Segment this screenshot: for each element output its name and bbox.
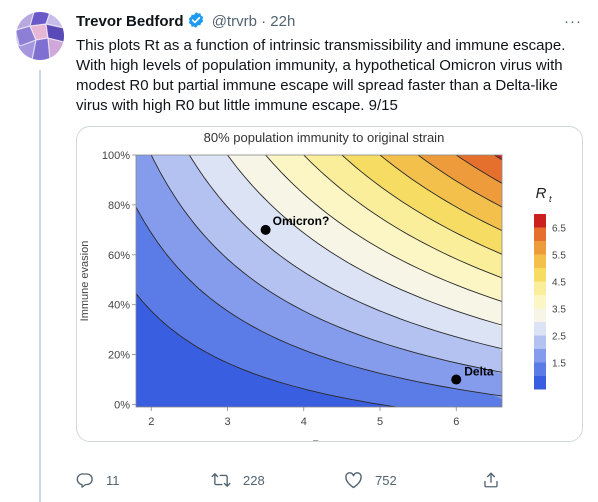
point-marker-0 xyxy=(260,224,271,235)
legend-swatch-12 xyxy=(534,376,546,390)
tweet-media-chart[interactable]: 80% population immunity to original stra… xyxy=(76,126,583,442)
contour-band-3 xyxy=(151,155,502,407)
x-tick-label-2: 4 xyxy=(301,416,307,428)
retweet-count: 228 xyxy=(243,472,265,488)
share-button[interactable] xyxy=(482,468,500,492)
tweet-timestamp[interactable]: 22h xyxy=(270,13,296,30)
tweet-text: This plots Rt as a function of intrinsic… xyxy=(76,37,566,114)
contour-line-0 xyxy=(136,292,396,407)
contour-band-4 xyxy=(189,155,502,407)
legend-title-subscript: t xyxy=(549,194,552,204)
legend-swatch-3 xyxy=(534,254,546,268)
point-label-0: Omicron? xyxy=(273,214,330,228)
contour-line-6 xyxy=(303,155,502,279)
contour-line-2 xyxy=(150,155,502,373)
point-label-1: Delta xyxy=(464,365,494,379)
legend-swatch-10 xyxy=(534,349,546,363)
legend-swatch-5 xyxy=(534,281,546,295)
x-tick-label-1: 3 xyxy=(224,416,230,428)
plot-frame xyxy=(135,154,503,408)
legend-swatch-6 xyxy=(534,295,546,309)
retweet-icon xyxy=(211,473,231,487)
contour-band-11 xyxy=(456,155,502,407)
contour-band-8 xyxy=(341,155,502,407)
chart-title: 80% population immunity to original stra… xyxy=(204,130,445,145)
contour-chart: 80% population immunity to original stra… xyxy=(79,130,566,441)
legend-swatch-0 xyxy=(534,214,546,228)
like-icon xyxy=(345,472,362,489)
contour-line-10 xyxy=(456,155,502,184)
contour-band-7 xyxy=(303,155,502,407)
avatar[interactable] xyxy=(16,12,64,60)
like-button[interactable]: 752 xyxy=(344,468,397,492)
x-tick-label-3: 5 xyxy=(377,416,383,428)
like-count: 752 xyxy=(375,472,397,488)
contour-bands xyxy=(136,155,502,407)
legend-swatch-4 xyxy=(534,268,546,282)
legend-label-1: 5.5 xyxy=(552,251,566,262)
legend-swatch-1 xyxy=(534,227,546,241)
contour-line-9 xyxy=(417,155,502,208)
contour-line-4 xyxy=(227,155,502,326)
tweet-actions: 11 228 752 xyxy=(76,468,506,492)
author-name[interactable]: Trevor Bedford xyxy=(76,13,184,30)
y-tick-label-3: 60% xyxy=(108,250,130,262)
x-tick-label-0: 2 xyxy=(148,416,154,428)
legend-title: R xyxy=(536,185,547,202)
y-tick-label-1: 20% xyxy=(108,350,130,362)
author-handle[interactable]: @trvrb xyxy=(211,13,257,30)
legend-label-2: 4.5 xyxy=(552,278,566,289)
y-axis-label: Immune evasion xyxy=(79,241,91,322)
legend-swatch-8 xyxy=(534,322,546,336)
more-options-icon[interactable]: ··· xyxy=(564,13,582,30)
legend-label-4: 2.5 xyxy=(552,332,566,343)
x-axis-label: R₀ xyxy=(312,438,326,441)
contour-band-2 xyxy=(136,155,502,407)
contour-line-7 xyxy=(341,155,502,255)
legend-label-0: 6.5 xyxy=(552,224,566,235)
avatar-image xyxy=(16,12,64,60)
x-tick-label-4: 6 xyxy=(453,416,459,428)
reply-count: 11 xyxy=(106,472,120,488)
legend-swatch-7 xyxy=(534,308,546,322)
y-tick-label-4: 80% xyxy=(108,200,130,212)
contour-band-5 xyxy=(227,155,502,407)
legend-swatch-9 xyxy=(534,335,546,349)
header-separator: · xyxy=(261,13,267,30)
share-icon xyxy=(484,472,498,488)
verified-badge-icon xyxy=(187,11,205,36)
contour-band-1 xyxy=(136,155,502,407)
contour-line-11 xyxy=(494,155,502,161)
thread-connector-line xyxy=(39,70,41,502)
contour-band-0 xyxy=(136,155,396,407)
contour-line-5 xyxy=(265,155,502,302)
tweet-header: Trevor Bedford @trvrb · 22h xyxy=(76,11,584,33)
legend-label-5: 1.5 xyxy=(552,359,566,370)
retweet-button[interactable]: 228 xyxy=(211,468,265,492)
contour-band-10 xyxy=(418,155,502,407)
legend-label-3: 3.5 xyxy=(552,305,566,316)
y-tick-label-0: 0% xyxy=(114,400,130,412)
contour-line-3 xyxy=(189,155,502,350)
legend-swatch-2 xyxy=(534,241,546,255)
legend-swatch-11 xyxy=(534,362,546,376)
y-tick-label-5: 100% xyxy=(102,150,130,162)
point-marker-1 xyxy=(451,374,462,385)
reply-icon xyxy=(76,473,93,488)
reply-button[interactable]: 11 xyxy=(76,468,120,492)
contour-line-8 xyxy=(379,155,502,232)
contour-line-1 xyxy=(136,205,502,397)
y-tick-label-2: 40% xyxy=(108,300,130,312)
